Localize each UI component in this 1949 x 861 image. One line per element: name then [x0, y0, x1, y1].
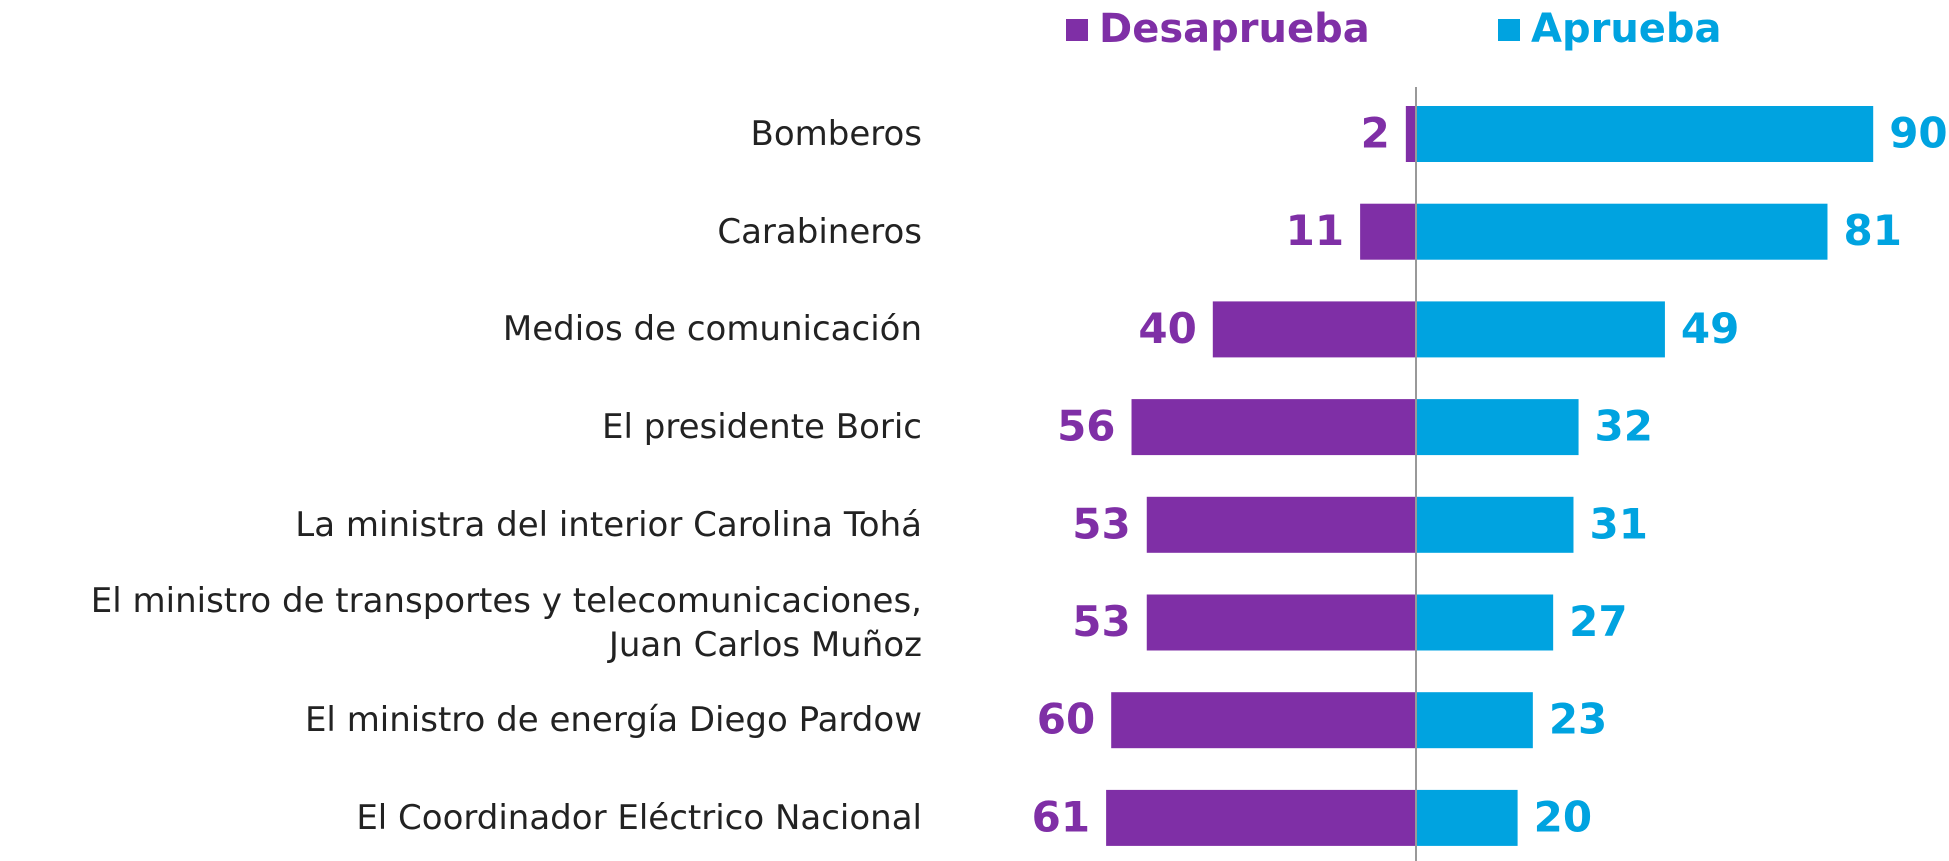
bar: [1416, 692, 1533, 749]
bar: [1360, 203, 1416, 260]
value-label: 27: [1569, 597, 1627, 646]
value-label: 23: [1549, 695, 1607, 744]
category-label: Medios de comunicación: [502, 309, 922, 350]
value-label: 81: [1843, 206, 1901, 255]
value-label: 53: [1072, 499, 1130, 548]
bar: [1131, 399, 1416, 456]
bar: [1212, 301, 1416, 358]
category-label: El Coordinador Eléctrico Nacional: [356, 797, 922, 838]
bar: [1416, 496, 1574, 553]
value-label: 56: [1057, 402, 1115, 451]
category-label: El ministro de energía Diego Pardow: [304, 700, 922, 741]
bar: [1111, 692, 1416, 749]
value-label: 11: [1286, 206, 1344, 255]
value-label: 40: [1138, 304, 1196, 353]
bar: [1416, 203, 1828, 260]
legend-swatch: [1498, 19, 1520, 41]
bar: [1146, 496, 1416, 553]
bar: [1106, 789, 1416, 846]
bar: [1416, 789, 1518, 846]
category-label: Bomberos: [750, 114, 923, 154]
category-label: El ministro de transportes y telecomunic…: [90, 580, 922, 665]
category-label: La ministra del interior Carolina Tohá: [295, 504, 922, 545]
bar: [1416, 301, 1665, 358]
value-label: 90: [1889, 109, 1947, 158]
value-label: 49: [1681, 304, 1739, 353]
value-label: 2: [1361, 109, 1390, 158]
bar: [1416, 594, 1554, 651]
category-label: Carabineros: [717, 211, 922, 252]
bar: [1416, 106, 1874, 162]
legend-label: Aprueba: [1531, 6, 1722, 52]
bar: [1405, 106, 1416, 162]
value-label: 31: [1589, 499, 1647, 548]
value-label: 60: [1037, 695, 1095, 744]
value-label: 61: [1032, 792, 1090, 841]
legend-swatch: [1066, 19, 1088, 41]
bar: [1416, 399, 1579, 456]
value-label: 32: [1595, 402, 1653, 451]
legend-label: Desaprueba: [1099, 6, 1370, 52]
value-label: 20: [1534, 792, 1592, 841]
category-label: El presidente Boric: [602, 407, 922, 448]
bar: [1146, 594, 1416, 651]
value-label: 53: [1072, 597, 1130, 646]
